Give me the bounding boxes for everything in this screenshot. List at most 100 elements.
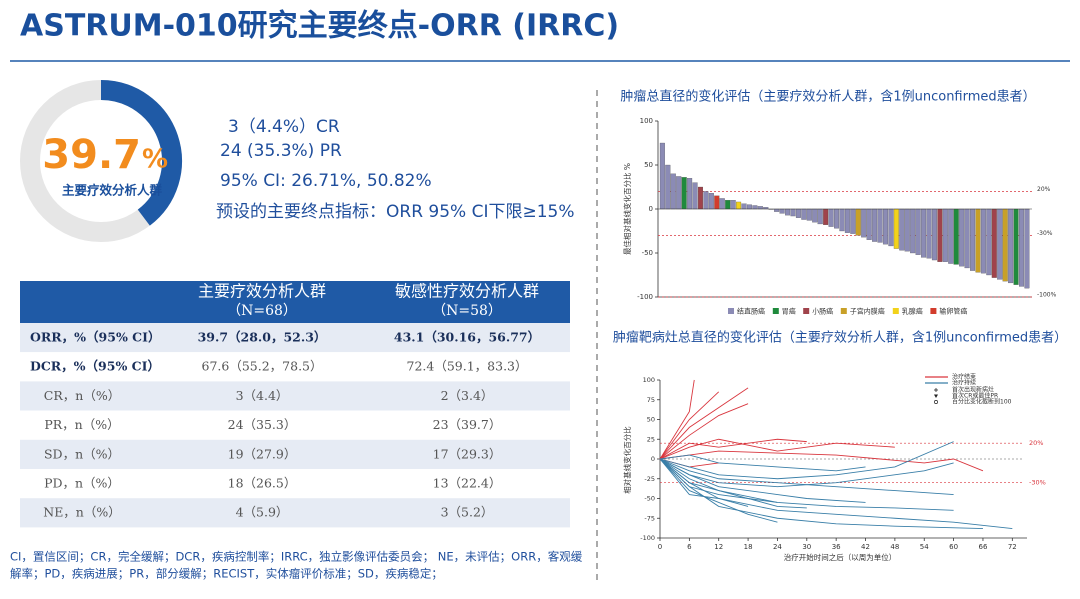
bar <box>980 208 986 274</box>
table-row-bg <box>20 498 570 528</box>
row-label: PR，n（%） <box>44 417 119 432</box>
response-line <box>659 458 954 495</box>
response-line <box>659 441 954 480</box>
x-tick-label: 12 <box>714 543 723 551</box>
bar <box>708 193 714 210</box>
bar <box>681 177 687 210</box>
y-axis-label: 相对基线变化百分比 <box>622 426 632 494</box>
bar <box>1018 208 1025 287</box>
ref-label: 20% <box>1037 186 1051 193</box>
bar <box>915 208 921 255</box>
table-row-bg <box>20 439 570 469</box>
table-cell: 18（26.5） <box>228 476 297 491</box>
x-tick-label: 42 <box>861 543 870 551</box>
bar <box>970 208 976 271</box>
y-tick-label: -25 <box>644 475 655 483</box>
y-tick-label: 50 <box>644 161 653 169</box>
legend-label: 首次出现新病灶 <box>952 386 994 394</box>
donut-caption: 主要疗效分析人群 <box>62 183 163 198</box>
table-header: （N=58） <box>432 303 502 319</box>
y-tick-label: 75 <box>647 396 655 404</box>
bar <box>844 208 850 233</box>
response-line <box>659 387 749 460</box>
response-line <box>659 403 749 460</box>
legend-label: 子宫内膜癌 <box>850 307 885 316</box>
bar <box>888 208 894 247</box>
bar <box>828 208 834 227</box>
row-label: SD，n（%） <box>44 446 120 461</box>
legend-swatch <box>772 308 779 314</box>
x-tick-label: 60 <box>949 543 958 551</box>
x-tick-label: 54 <box>920 543 929 551</box>
legend-label: 百分比变化截断到100 <box>952 398 1012 406</box>
y-tick-label: -100 <box>640 534 655 542</box>
bar <box>942 208 948 262</box>
y-tick-label: 100 <box>643 376 655 384</box>
bar <box>806 208 812 221</box>
response-line <box>659 458 807 509</box>
chart-title: 肿瘤总直径的变化评估（主要疗效分析人群，含1例unconfirmed患者） <box>620 89 1035 105</box>
table-cell: 19（27.9） <box>228 446 297 461</box>
bar <box>746 204 752 210</box>
legend-marker <box>934 400 938 404</box>
x-tick-label: 66 <box>978 543 987 551</box>
bar <box>1024 208 1030 289</box>
table-cell: 3（5.2） <box>441 505 494 520</box>
legend-label: 小肠癌 <box>812 307 833 316</box>
table-cell: 17（29.3） <box>433 446 502 461</box>
bar <box>850 208 856 234</box>
bar <box>730 200 736 210</box>
bar <box>839 208 845 232</box>
stat-line: 3（4.4%）CR <box>228 117 340 137</box>
bar <box>931 208 937 261</box>
legend-label: 结直肠癌 <box>737 307 765 316</box>
y-tick-label: 100 <box>640 117 653 125</box>
bar <box>812 208 818 223</box>
table-cell: 13（22.4） <box>433 476 502 491</box>
table-cell: 24（35.3） <box>228 417 297 432</box>
legend-swatch <box>840 308 847 314</box>
x-tick-label: 18 <box>744 543 753 551</box>
table-row-bg <box>20 469 570 499</box>
x-tick-label: 48 <box>890 543 899 551</box>
table-row-bg <box>20 323 570 353</box>
slide-title: ASTRUM-010研究主要终点-ORR (IRRC) <box>20 9 619 44</box>
bar <box>948 208 954 264</box>
donut-value: 39.7 <box>42 132 141 178</box>
x-tick-label: 30 <box>802 543 811 551</box>
x-tick-label: 24 <box>773 543 782 551</box>
row-label: NE，n（%） <box>43 505 121 520</box>
bar <box>997 208 1003 280</box>
legend-label: 输卵管癌 <box>939 307 967 316</box>
y-tick-label: -75 <box>644 514 655 522</box>
bar <box>665 164 671 210</box>
response-line <box>659 438 895 460</box>
bar <box>752 205 758 210</box>
bar <box>697 186 704 210</box>
stat-line: 预设的主要终点指标：ORR 95% CI下限≥15% <box>216 202 575 222</box>
ref-label: -30% <box>1029 479 1046 487</box>
ref-label: -100% <box>1037 292 1057 299</box>
table-cell: 3（4.4） <box>236 388 289 403</box>
row-label: DCR，%（95% CI） <box>30 359 160 374</box>
row-label: PD，n（%） <box>44 476 120 491</box>
y-tick-label: -100 <box>637 293 653 301</box>
bar <box>1013 208 1019 285</box>
response-line <box>659 454 866 472</box>
bar <box>719 198 725 210</box>
bar <box>725 200 731 210</box>
bar <box>1002 208 1008 282</box>
table-cell: 67.6（55.2，78.5） <box>202 359 323 374</box>
response-line <box>659 458 778 523</box>
bar <box>687 178 693 210</box>
bar <box>910 208 916 254</box>
row-label: CR，n（%） <box>44 388 120 403</box>
legend-label: 治疗持续 <box>952 379 976 387</box>
bar <box>714 195 720 210</box>
response-line <box>659 438 807 460</box>
y-tick-label: 25 <box>647 435 655 443</box>
bar <box>959 208 965 267</box>
response-line <box>659 391 720 460</box>
bar <box>790 208 796 217</box>
